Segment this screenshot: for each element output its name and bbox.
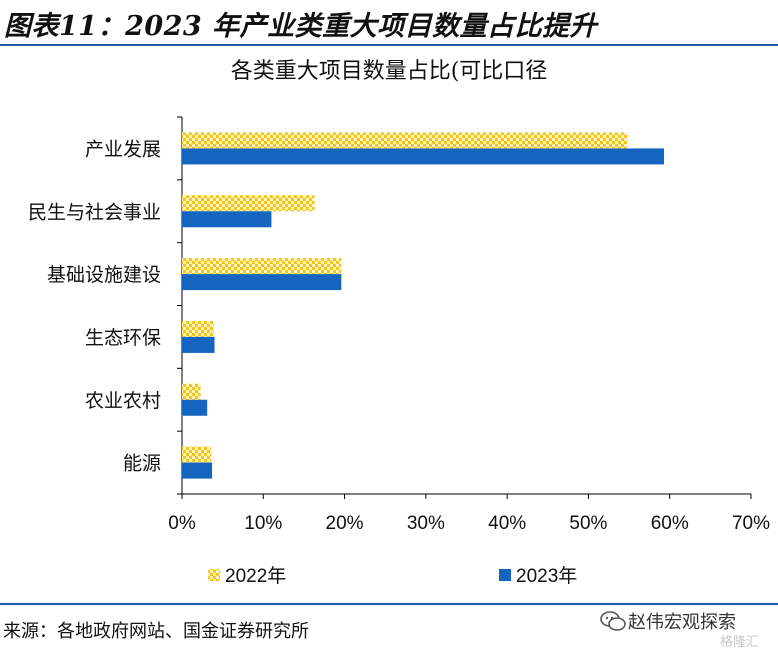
figure-header: 图表11：2023 年产业类重大项目数量占比提升 [0, 0, 778, 44]
bar-series-1 [182, 258, 342, 275]
bar-series-2 [182, 462, 213, 479]
x-tick-labels: 0% 10% 20% 30% 40% 50% 60% 70% [168, 494, 770, 534]
x-tick-label: 0% [168, 513, 196, 534]
x-tick-label: 10% [244, 513, 282, 534]
footer-rule [0, 603, 778, 605]
category-label: 农业农村 [85, 390, 161, 412]
watermark: 赵伟宏观探索 格隆汇 [596, 607, 778, 650]
header-rule [0, 44, 778, 46]
legend-label: 2022年 [225, 565, 286, 587]
chart-title: 各类重大项目数量占比(可比口径 [230, 59, 548, 84]
bar-series-2 [182, 148, 665, 165]
watermark-sub: 格隆汇 [720, 635, 760, 650]
category-label: 生态环保 [85, 327, 161, 349]
legend-label: 2023年 [516, 565, 577, 587]
bar-series-2 [182, 399, 208, 416]
bar-series-1 [182, 132, 628, 149]
bar-series-2 [182, 274, 342, 291]
category-label: 能源 [123, 453, 161, 475]
x-tick-label: 70% [732, 513, 770, 534]
x-tick-label: 40% [488, 513, 526, 534]
x-tick-label: 30% [407, 513, 445, 534]
category-label: 产业发展 [85, 138, 161, 160]
watermark-name: 赵伟宏观探索 [628, 612, 736, 633]
source-note: 来源：各地政府网站、国金证券研究所 [3, 621, 309, 642]
bar-series-2 [182, 211, 272, 228]
bar-series-1 [182, 383, 201, 400]
bar-series-2 [182, 336, 215, 353]
chart-bars [182, 132, 665, 479]
bar-series-1 [182, 320, 214, 337]
x-tick-label: 50% [569, 513, 607, 534]
category-label: 民生与社会事业 [28, 201, 161, 223]
x-tick-label: 60% [651, 513, 689, 534]
x-tick-label: 20% [326, 513, 364, 534]
category-label: 基础设施建设 [47, 264, 161, 286]
legend-swatch [208, 569, 220, 581]
bar-series-1 [182, 195, 315, 212]
chart-axes [177, 116, 751, 495]
chart-legend: 2022年 2023年 [208, 565, 577, 587]
figure-title: 图表11：2023 年产业类重大项目数量占比提升 [4, 11, 598, 42]
wechat-icon [600, 611, 626, 631]
bar-series-1 [182, 446, 212, 463]
legend-swatch [499, 569, 511, 581]
